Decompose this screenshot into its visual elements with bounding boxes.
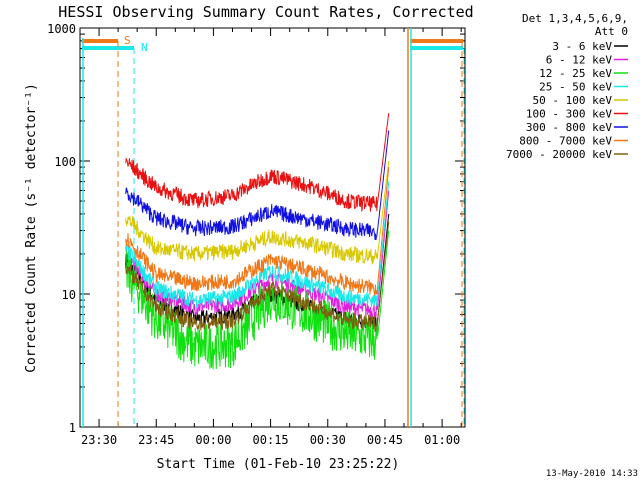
series-line-8	[125, 221, 390, 333]
y-tick-label: 1	[69, 421, 76, 435]
legend-header-line2: Att 0	[595, 25, 628, 38]
series-line-3	[125, 181, 390, 308]
flags-layer: SN	[82, 28, 465, 427]
series-line-5	[125, 112, 390, 213]
legend-label-5: 100 - 300 keV	[526, 108, 612, 121]
x-tick-label: 23:30	[81, 433, 117, 447]
legend-header-line1: Det 1,3,4,5,6,9,	[522, 12, 628, 25]
plot-frame	[79, 27, 466, 428]
y-axis-label: Corrected Count Rate (s⁻¹ detector⁻¹)	[24, 83, 39, 373]
series-line-7	[125, 167, 390, 296]
y-tick-label: 100	[54, 155, 76, 169]
legend-label-4: 50 - 100 keV	[533, 94, 613, 107]
x-tick-label: 00:45	[367, 433, 403, 447]
series-line-4	[125, 160, 390, 265]
series-line-6	[125, 130, 390, 240]
axes-layer: 23:30 23:45 00:00 00:15 00:30 00:45 01:00 1 10 10…	[47, 22, 465, 447]
legend-label-7: 800 - 7000 keV	[519, 135, 612, 148]
legend-label-1: 6 - 12 keV	[546, 54, 613, 67]
legend-label-2: 12 - 25 keV	[539, 67, 612, 80]
n-flag-label: N	[141, 41, 148, 54]
y-tick-label: 10	[62, 288, 76, 302]
x-axis-label: Start Time (01-Feb-10 23:25:22)	[157, 457, 400, 472]
legend-label-0: 3 - 6 keV	[552, 40, 612, 53]
chart-title: HESSI Observing Summary Count Rates, Cor…	[58, 3, 473, 21]
x-tick-label: 01:00	[424, 433, 460, 447]
x-tick-label: 23:45	[138, 433, 174, 447]
footer-date: 13-May-2010 14:33	[546, 469, 638, 479]
legend-label-8: 7000 - 20000 keV	[506, 148, 612, 161]
x-tick-label: 00:15	[253, 433, 289, 447]
series-line-1	[125, 190, 390, 319]
legend-label-3: 25 - 50 keV	[539, 81, 612, 94]
series-layer	[125, 112, 390, 370]
x-tick-label: 00:00	[195, 433, 231, 447]
y-tick-label: 1000	[47, 22, 76, 36]
legend-label-6: 300 - 800 keV	[526, 121, 612, 134]
s-flag-label: S	[124, 34, 131, 47]
x-tick-label: 00:30	[310, 433, 346, 447]
